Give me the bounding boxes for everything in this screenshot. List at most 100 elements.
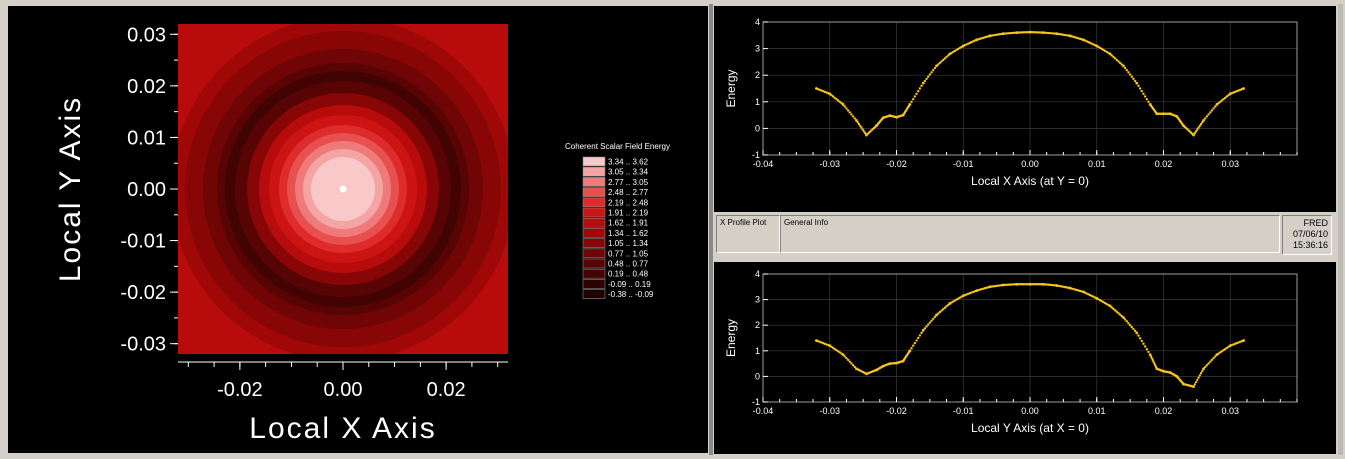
trace-dot — [945, 55, 948, 59]
data-point — [1182, 382, 1185, 386]
tab-general-info[interactable]: General Info — [780, 215, 1280, 253]
data-point — [1041, 31, 1045, 35]
data-point — [1228, 344, 1232, 348]
y-tick-label: -0.03 — [120, 334, 166, 356]
trace-dot — [1196, 378, 1199, 382]
tab-x-profile-plot[interactable]: X Profile Plot — [716, 215, 780, 253]
legend-label: 3.05 .. 3.34 — [608, 168, 649, 177]
legend-swatch — [582, 289, 606, 299]
trace-dot — [831, 95, 835, 98]
trace-dot — [1140, 339, 1144, 343]
trace-dot — [1035, 283, 1038, 286]
data-point — [1095, 296, 1099, 300]
trace-dot — [1207, 362, 1210, 365]
legend-label: 0.19 .. 0.48 — [608, 270, 649, 279]
trace-dot — [857, 122, 861, 126]
y-tick-label: -1 — [752, 397, 760, 407]
trace-dot — [851, 115, 855, 118]
y-tick-label: 0 — [755, 123, 760, 133]
x-tick-label: -0.01 — [953, 159, 974, 169]
data-point — [841, 103, 845, 106]
y-tick-label: 0.01 — [127, 127, 166, 149]
trace-dot — [1132, 77, 1135, 81]
legend-label: 2.19 .. 2.48 — [608, 198, 649, 207]
trace-dot — [943, 57, 947, 60]
trace-dot — [925, 325, 928, 328]
trace-dot — [836, 99, 840, 102]
trace-dot — [1210, 358, 1214, 362]
contour-plot: 0.03 0.02 0.01 0.00 -0.01 -0.02 -0.03 -0.02 0.00… — [54, 24, 670, 445]
trace-dot — [932, 317, 935, 320]
trace-dot — [1115, 310, 1118, 313]
trace-dot — [1142, 92, 1145, 96]
data-point — [1162, 112, 1165, 116]
trace-dot — [1020, 283, 1023, 286]
data-point — [1148, 353, 1152, 357]
trace-dot — [1112, 55, 1115, 59]
trace-dot — [850, 362, 853, 365]
trace-dot — [1196, 128, 1199, 131]
x-tick-label: -0.02 — [886, 159, 907, 169]
trace-dot — [1140, 89, 1144, 93]
data-point — [1155, 367, 1159, 371]
x-tick-label: 0.00 — [324, 379, 363, 401]
data-point — [815, 339, 818, 342]
data-point — [1215, 103, 1219, 106]
trace-dot — [833, 96, 836, 100]
x-tick-label: -0.01 — [953, 406, 974, 416]
splitter-vertical[interactable] — [709, 4, 713, 455]
trace-dot — [1130, 325, 1133, 329]
trace-dot — [1145, 348, 1149, 351]
legend-label: 1.91 .. 2.19 — [608, 209, 649, 218]
trace-dot — [848, 360, 851, 363]
trace-dot — [1127, 322, 1130, 325]
stamp-app-name: FRED — [1303, 218, 1329, 228]
legend-swatch — [582, 248, 606, 259]
stamp-date: 07/06/10 — [1292, 229, 1328, 239]
data-point — [961, 44, 965, 48]
x-tick-label: 0.02 — [1155, 159, 1173, 169]
trace-points — [815, 282, 1245, 389]
trace-dot — [1022, 283, 1025, 286]
trace-dot — [1033, 283, 1037, 286]
trace-dot — [1112, 307, 1115, 311]
data-point — [1015, 282, 1019, 286]
trace-dot — [1197, 376, 1200, 379]
data-point — [948, 52, 952, 56]
scrollbar-right[interactable] — [1338, 4, 1343, 455]
data-point — [988, 285, 992, 289]
y-axis-label: Energy — [724, 69, 738, 107]
legend-swatch — [582, 217, 606, 228]
trace-dot — [910, 347, 913, 350]
trace-dot — [1137, 84, 1140, 88]
legend-swatch — [582, 207, 606, 218]
trace-dot — [916, 89, 920, 93]
tab-general-label: General Info — [784, 218, 829, 227]
data-point — [895, 115, 898, 119]
data-point — [1135, 331, 1139, 335]
x-axis-label: Local X Axis (at Y = 0) — [971, 174, 1089, 188]
data-point — [1175, 115, 1179, 118]
y-axis-label: Energy — [724, 319, 738, 357]
trace-dot — [915, 339, 918, 342]
trace-dot — [1214, 105, 1217, 108]
data-point — [1168, 112, 1172, 116]
legend-swatch — [582, 166, 606, 177]
legend-label: 1.05 .. 1.34 — [608, 239, 649, 248]
data-point — [855, 119, 858, 122]
app-stamp: FRED 07/06/10 15:36:16 — [1282, 215, 1332, 255]
y-tick-label: -0.01 — [120, 231, 166, 253]
trace-dot — [943, 306, 947, 309]
data-point — [1242, 339, 1245, 342]
x-tick-label: -0.03 — [819, 406, 840, 416]
data-point — [1082, 290, 1085, 294]
trace-dot — [1037, 283, 1040, 286]
trace-dot — [1018, 283, 1022, 286]
trace-dot — [859, 124, 862, 128]
trace-dot — [860, 126, 863, 129]
y-tick-label: 1 — [755, 97, 760, 107]
trace-dot — [853, 365, 856, 369]
trace-dot — [848, 111, 851, 114]
trace-dot — [913, 341, 917, 345]
x-tick-label: 0.02 — [427, 379, 466, 401]
